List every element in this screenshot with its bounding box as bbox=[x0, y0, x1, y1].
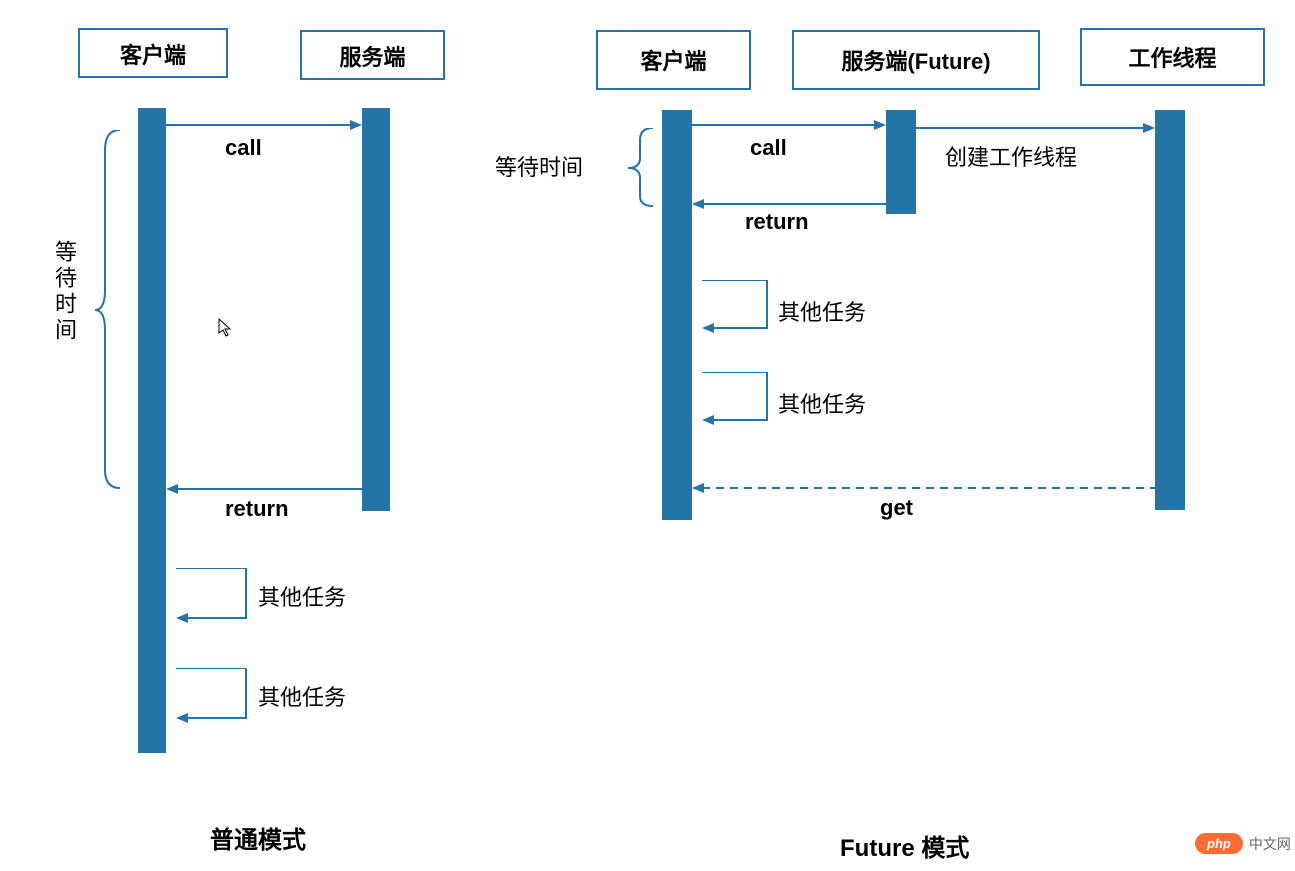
left-brace-label: 等待时间 bbox=[48, 240, 80, 344]
right-selfloop-1 bbox=[694, 280, 779, 342]
left-selfloop-1-label: 其他任务 bbox=[258, 580, 346, 612]
right-arrow-get-label: get bbox=[880, 495, 913, 521]
header-label: 服务端(Future) bbox=[841, 44, 990, 76]
right-brace-label: 等待时间 bbox=[495, 150, 583, 182]
header-label: 服务端 bbox=[339, 45, 405, 70]
right-arrow-create-label: 创建工作线程 bbox=[945, 140, 1077, 172]
right-header-server: 服务端(Future) bbox=[792, 30, 1040, 90]
left-header-server: 服务端 bbox=[300, 30, 445, 80]
diagram-container: 客户端 服务端 等待时间 call return 其他任务 其他任务 bbox=[0, 0, 1295, 871]
right-selfloop-1-label: 其他任务 bbox=[778, 295, 866, 327]
right-lifeline-client bbox=[662, 110, 692, 520]
left-arrow-call-label: call bbox=[225, 135, 262, 161]
left-arrow-return bbox=[166, 482, 366, 496]
right-arrow-call-label: call bbox=[750, 135, 787, 161]
header-label: 客户端 bbox=[640, 44, 706, 76]
watermark-badge: php bbox=[1195, 833, 1243, 854]
left-lifeline-server bbox=[362, 108, 390, 511]
right-arrow-call bbox=[692, 118, 890, 132]
cursor-icon bbox=[218, 318, 234, 338]
right-arrow-create bbox=[916, 121, 1159, 135]
left-selfloop-2 bbox=[168, 668, 258, 733]
right-lifeline-server bbox=[886, 110, 916, 214]
left-arrow-call bbox=[166, 118, 366, 132]
header-label: 客户端 bbox=[120, 43, 186, 68]
right-header-worker: 工作线程 bbox=[1080, 28, 1265, 86]
right-brace-icon bbox=[628, 128, 658, 208]
left-selfloop-1 bbox=[168, 568, 258, 633]
left-brace-icon bbox=[95, 130, 125, 490]
right-arrow-get bbox=[692, 481, 1159, 495]
right-selfloop-2-label: 其他任务 bbox=[778, 387, 866, 419]
watermark-text: 中文网 bbox=[1249, 834, 1291, 854]
right-lifeline-worker bbox=[1155, 110, 1185, 510]
left-selfloop-2-label: 其他任务 bbox=[258, 680, 346, 712]
left-title: 普通模式 bbox=[210, 820, 306, 855]
right-header-client: 客户端 bbox=[596, 30, 751, 90]
left-lifeline-client bbox=[138, 108, 166, 753]
left-arrow-return-label: return bbox=[225, 496, 289, 522]
header-label: 工作线程 bbox=[1128, 41, 1216, 73]
right-arrow-return-label: return bbox=[745, 209, 809, 235]
left-header-client: 客户端 bbox=[78, 28, 228, 78]
right-selfloop-2 bbox=[694, 372, 779, 434]
right-title: Future 模式 bbox=[840, 828, 969, 863]
watermark: php 中文网 bbox=[1195, 833, 1291, 854]
